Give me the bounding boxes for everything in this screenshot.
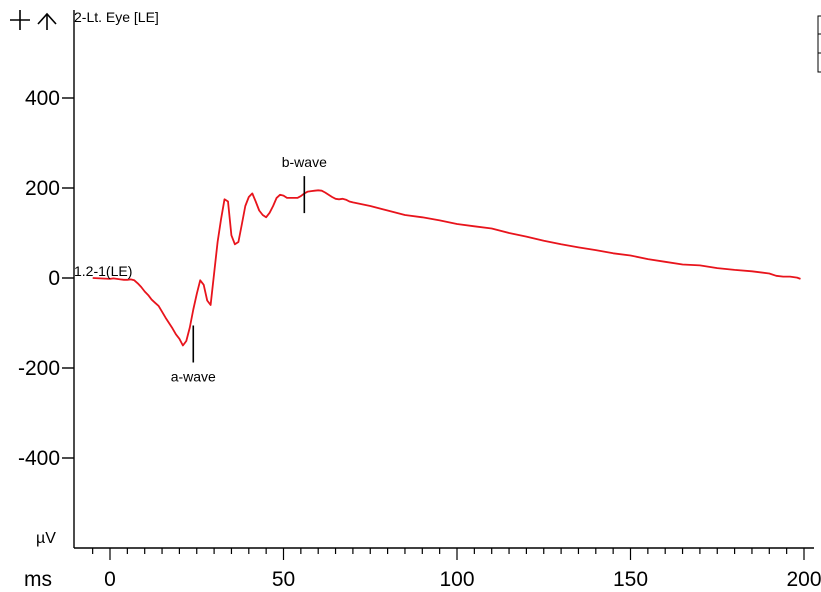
series-line xyxy=(92,189,801,347)
annotation-label: a-wave xyxy=(171,369,216,385)
x-tick-label: 100 xyxy=(439,568,474,591)
x-axis-ticks: 0 50 100 150 200 xyxy=(92,548,821,591)
y-tick-label: 200 xyxy=(25,177,60,200)
series-label: 1.2-1(LE) xyxy=(74,263,132,279)
annotation-layer: a-wave b-wave xyxy=(171,154,327,384)
crosshair-plus-icon[interactable] xyxy=(10,10,30,30)
x-tick-label: 0 xyxy=(104,568,116,591)
x-tick-label: 50 xyxy=(272,568,295,591)
y-tick-label: 0 xyxy=(48,267,60,290)
annotation-label: b-wave xyxy=(282,154,327,170)
y-tick-label: 400 xyxy=(25,87,60,110)
y-axis-label: µV xyxy=(36,530,56,547)
series-layer: 1.2-1(LE) xyxy=(74,189,801,347)
y-axis-ticks: 400 200 0 -200 -400 xyxy=(18,87,74,470)
up-arrow-icon[interactable] xyxy=(37,12,57,30)
x-tick-label: 200 xyxy=(786,568,821,591)
x-axis-label: ms xyxy=(24,568,52,591)
chart-title: 2-Lt. Eye [LE] xyxy=(74,9,159,25)
y-tick-label: -400 xyxy=(18,447,60,470)
y-tick-label: -200 xyxy=(18,357,60,380)
x-tick-label: 150 xyxy=(613,568,648,591)
